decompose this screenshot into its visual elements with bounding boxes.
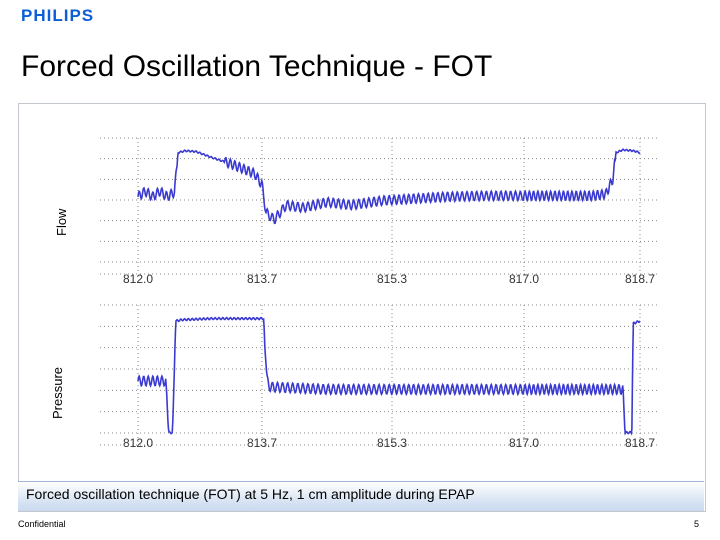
page-number: 5 [693,519,699,529]
figure-caption: Forced oscillation technique (FOT) at 5 … [26,486,475,502]
flow-chart: 812.0 813.7 815.3 817.0 818.7 [100,137,660,286]
x-tick-label: 815.3 [377,436,407,450]
x-tick-label: 817.0 [509,436,539,450]
x-tick-label: 812.0 [123,436,153,450]
x-tick-label: 812.0 [123,272,153,286]
x-tick-label: 815.3 [377,272,407,286]
x-tick-label: 818.7 [625,436,655,450]
chart-panel [18,103,706,512]
flow-trace [137,148,641,225]
pressure-trace [137,316,641,436]
pressure-chart: 812.0 813.7 815.3 817.0 818.7 [100,304,660,450]
x-tick-label: 818.7 [625,272,655,286]
x-tick-label: 813.7 [247,272,277,286]
caption-bar [18,481,704,511]
x-tick-label: 817.0 [509,272,539,286]
x-tick-label: 813.7 [247,436,277,450]
confidential-label: Confidential [18,519,66,529]
slide-title: Forced Oscillation Technique - FOT [21,50,493,83]
philips-logo: PHILIPS [21,6,95,25]
